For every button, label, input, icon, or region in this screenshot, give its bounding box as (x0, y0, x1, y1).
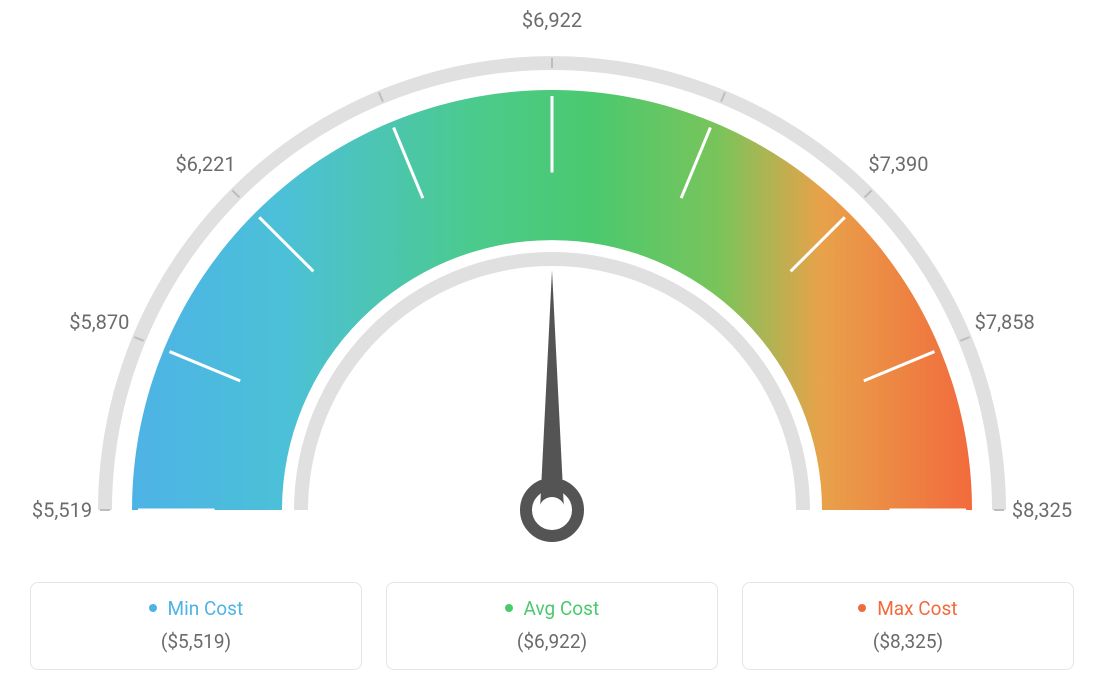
gauge-tick-label: $5,519 (32, 498, 92, 522)
gauge-tick-label: $7,390 (868, 152, 928, 176)
cost-gauge-chart: $5,519 $5,870 $6,221 $6,922 $7,390 $7,858 $8,3… (0, 0, 1104, 690)
gauge-area: $5,519 $5,870 $6,221 $6,922 $7,390 $7,858 $8,3… (0, 0, 1104, 560)
legend-value-avg: ($6,922) (387, 630, 717, 653)
gauge-tick-label: $6,922 (522, 8, 582, 32)
gauge-tick-label: $5,870 (69, 310, 129, 334)
legend-label-min: Min Cost (168, 597, 244, 620)
dot-max-icon (858, 604, 866, 612)
gauge-tick-label: $7,858 (975, 310, 1035, 334)
gauge-tick-label: $8,325 (1012, 498, 1072, 522)
gauge-tick-label: $6,221 (175, 152, 235, 176)
dot-min-icon (149, 604, 157, 612)
legend-label-max: Max Cost (877, 597, 957, 620)
legend-card-min: Min Cost ($5,519) (30, 582, 362, 670)
legend-value-min: ($5,519) (31, 630, 361, 653)
legend-value-max: ($8,325) (743, 630, 1073, 653)
legend-label-avg: Avg Cost (524, 597, 600, 620)
legend-title-avg: Avg Cost (387, 597, 717, 620)
legend-card-max: Max Cost ($8,325) (742, 582, 1074, 670)
legend-card-avg: Avg Cost ($6,922) (386, 582, 718, 670)
gauge-svg (0, 0, 1104, 560)
legend-row: Min Cost ($5,519) Avg Cost ($6,922) Max … (30, 582, 1074, 670)
legend-title-min: Min Cost (31, 597, 361, 620)
legend-title-max: Max Cost (743, 597, 1073, 620)
dot-avg-icon (505, 604, 513, 612)
